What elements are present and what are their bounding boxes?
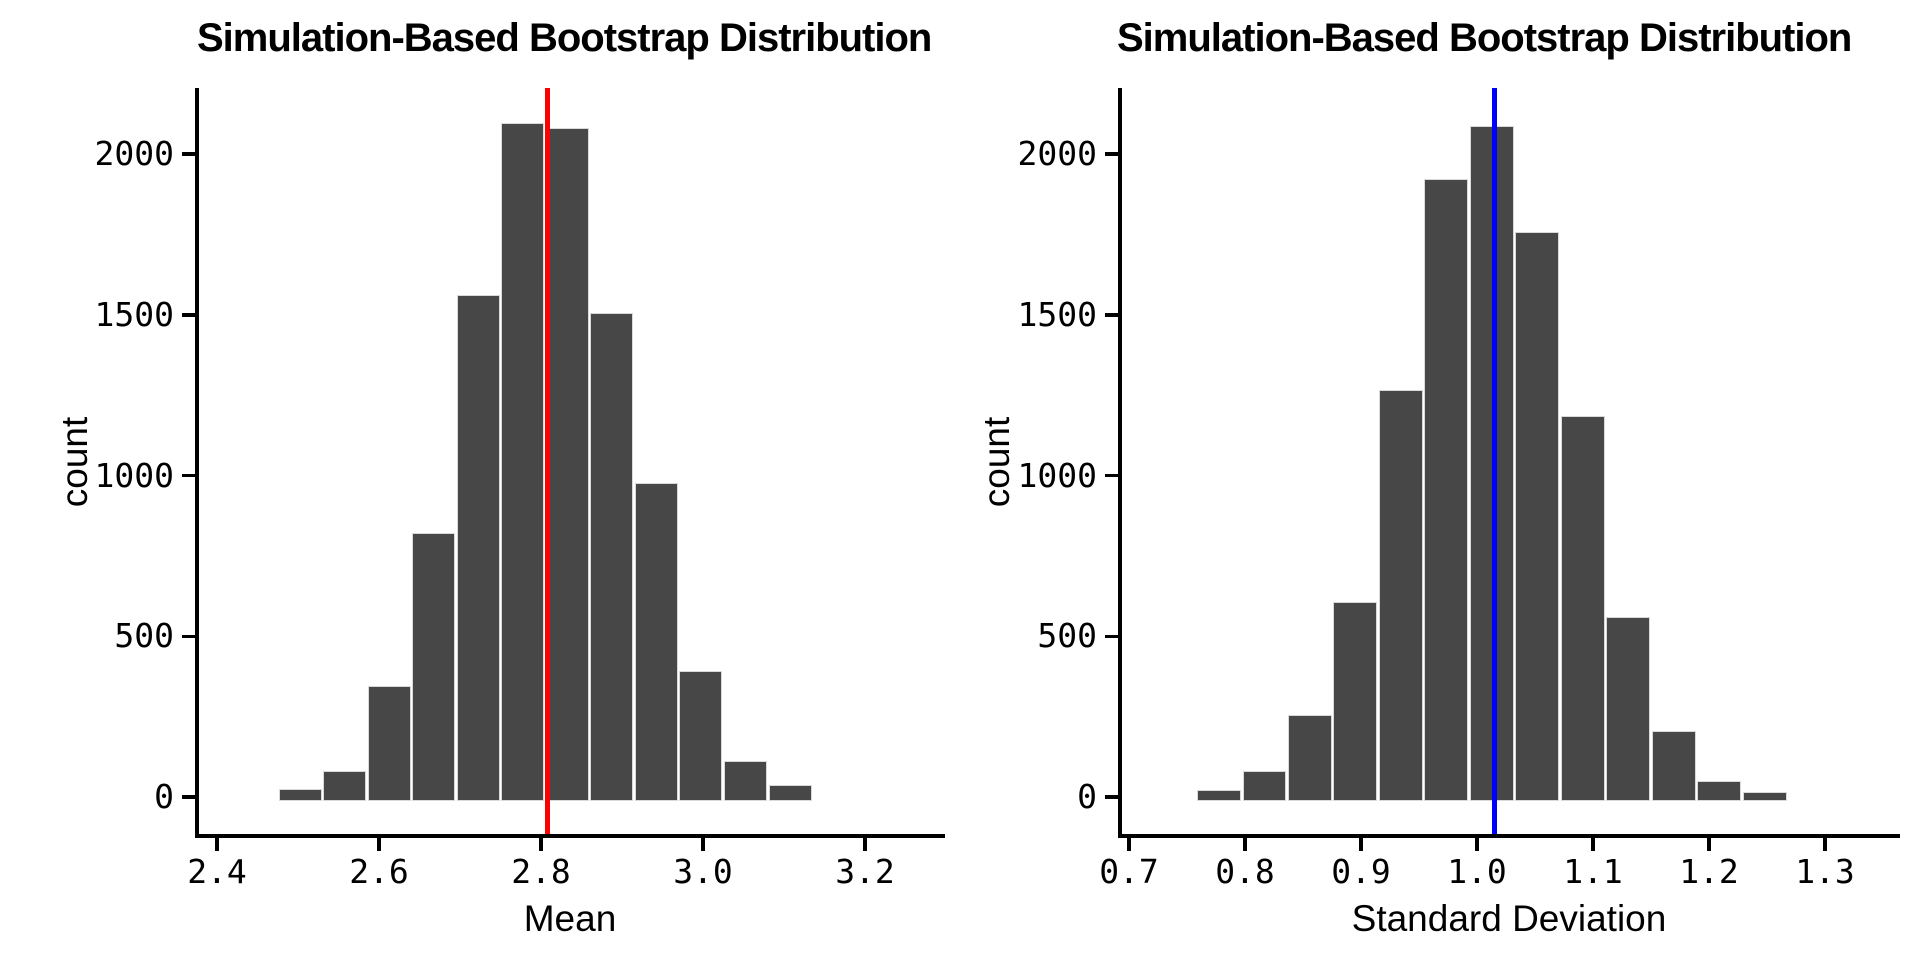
x-tick xyxy=(1475,837,1479,851)
observed-sd-line xyxy=(1491,88,1497,836)
x-tick xyxy=(1243,837,1247,851)
histogram-bar xyxy=(724,761,768,801)
y-tick xyxy=(1105,152,1118,156)
x-tick xyxy=(539,837,543,851)
y-tick-label: 0 xyxy=(154,777,174,816)
y-tick xyxy=(182,313,195,317)
histogram-bar xyxy=(1378,389,1423,801)
y-tick-label: 2000 xyxy=(94,134,174,173)
histogram-bar xyxy=(278,788,322,801)
x-axis-label: Mean xyxy=(523,898,617,939)
x-tick-label: 2.4 xyxy=(187,852,247,891)
x-tick-label: 0.9 xyxy=(1331,852,1391,891)
histogram-bar xyxy=(1560,415,1605,801)
histogram-bar xyxy=(1333,602,1378,801)
histogram-bar xyxy=(679,671,723,801)
observed-mean-line xyxy=(544,88,550,836)
y-tick xyxy=(1105,795,1118,799)
x-tick xyxy=(1127,837,1131,851)
histogram-bar xyxy=(1469,126,1514,801)
x-tick xyxy=(215,837,219,851)
y-tick-label: 1000 xyxy=(1017,455,1097,495)
histogram-bar xyxy=(323,770,367,801)
histogram-bar xyxy=(367,685,411,801)
x-axis-label: Standard Deviation xyxy=(1351,898,1667,939)
x-axis-line xyxy=(1118,834,1900,838)
x-tick xyxy=(1823,837,1827,851)
x-tick xyxy=(1591,837,1595,851)
histogram-bar xyxy=(1424,179,1469,801)
chart-title: Simulation-Based Bootstrap Distribution xyxy=(197,16,932,60)
x-tick-label: 3.0 xyxy=(673,852,733,891)
histogram-bar xyxy=(1742,791,1787,801)
y-tick-label: 500 xyxy=(114,616,174,656)
y-axis-line xyxy=(1118,88,1122,838)
histogram-bar xyxy=(1606,616,1651,801)
x-tick-label: 2.6 xyxy=(349,852,409,891)
x-tick xyxy=(1359,837,1363,851)
x-tick-label: 1.0 xyxy=(1447,852,1507,891)
x-tick xyxy=(1707,837,1711,851)
x-tick-label: 0.8 xyxy=(1215,852,1275,891)
y-tick-label: 2000 xyxy=(1017,134,1097,173)
histogram-bar xyxy=(1287,714,1332,801)
x-tick-label: 1.3 xyxy=(1795,852,1855,891)
chart-title: Simulation-Based Bootstrap Distribution xyxy=(1117,16,1852,60)
x-axis-line xyxy=(195,834,945,838)
x-tick xyxy=(863,837,867,851)
histogram-bar xyxy=(768,785,812,801)
y-tick xyxy=(182,634,195,638)
x-tick-label: 1.1 xyxy=(1563,852,1623,891)
histogram-bar xyxy=(1515,232,1560,801)
histogram-bar xyxy=(590,312,634,801)
x-tick xyxy=(377,837,381,851)
x-tick-label: 3.2 xyxy=(835,852,895,891)
histogram-bar xyxy=(1697,780,1742,801)
x-tick-label: 1.2 xyxy=(1679,852,1739,891)
y-tick-label: 1500 xyxy=(94,294,174,334)
histogram-bar xyxy=(634,483,678,801)
y-tick xyxy=(182,152,195,156)
y-tick-label: 1000 xyxy=(94,455,174,495)
x-tick-label: 2.8 xyxy=(511,852,571,891)
y-tick-label: 0 xyxy=(1077,777,1097,816)
x-tick-label: 0.7 xyxy=(1099,852,1159,891)
histogram-bar xyxy=(1197,790,1241,801)
y-tick xyxy=(182,473,195,478)
histogram-bar xyxy=(501,123,545,801)
y-tick xyxy=(1105,473,1118,478)
y-tick xyxy=(1105,634,1118,638)
y-tick xyxy=(182,795,195,799)
histogram-bar xyxy=(412,532,456,801)
y-tick-label: 500 xyxy=(1037,616,1097,656)
histogram-bar xyxy=(456,295,500,801)
y-tick-label: 1500 xyxy=(1017,294,1097,334)
histogram-bar xyxy=(1651,730,1696,801)
x-tick xyxy=(701,837,705,851)
y-tick xyxy=(1105,313,1118,317)
y-axis-line xyxy=(195,88,199,838)
histogram-bar xyxy=(1242,770,1287,801)
